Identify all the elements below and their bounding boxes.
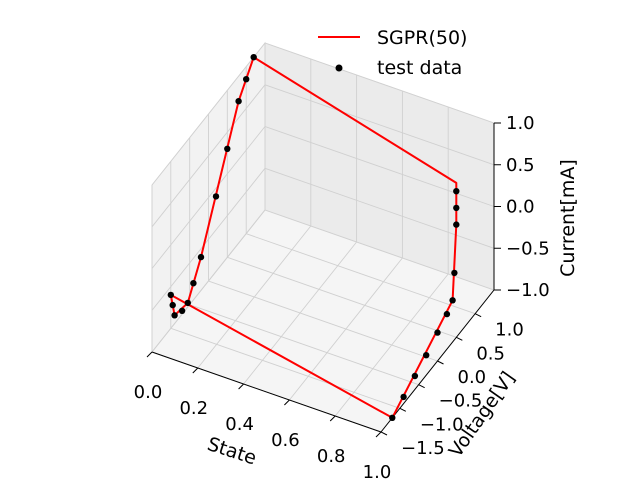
test-data-point bbox=[169, 301, 176, 309]
y-tick-label: −1.5 bbox=[401, 438, 445, 459]
y-tick-label: −0.5 bbox=[439, 391, 483, 412]
data-series bbox=[167, 54, 460, 421]
x-tick bbox=[192, 367, 199, 374]
test-data-point bbox=[434, 329, 441, 336]
test-data-point bbox=[167, 291, 174, 299]
test-data-point bbox=[451, 269, 458, 277]
y-tick bbox=[437, 360, 444, 365]
test-data-point bbox=[443, 310, 451, 318]
test-data-point bbox=[212, 193, 220, 200]
test-data-point bbox=[453, 188, 460, 195]
test-data-point bbox=[184, 299, 191, 307]
test-data-point bbox=[400, 393, 407, 401]
test-data-point bbox=[197, 253, 205, 261]
test-data-point bbox=[190, 280, 197, 287]
y-tick bbox=[380, 431, 388, 436]
y-tick-label: 0.0 bbox=[458, 367, 487, 388]
test-data-point bbox=[171, 312, 178, 319]
y-tick bbox=[418, 384, 425, 389]
grid-line-z bbox=[151, 167, 495, 311]
x-tick-label: 1.0 bbox=[363, 462, 392, 480]
y-tick bbox=[456, 336, 463, 341]
legend-marker-swatch bbox=[335, 64, 343, 72]
test-data-point bbox=[453, 221, 460, 228]
legend: SGPR(50) test data bbox=[318, 27, 467, 79]
z-tick-label: 0.5 bbox=[506, 155, 535, 176]
y-tick bbox=[399, 407, 407, 412]
legend-label-test-data: test data bbox=[377, 57, 462, 79]
x-tick-label: 0.0 bbox=[134, 382, 163, 403]
y-tick-label: 0.5 bbox=[476, 343, 505, 364]
test-data-point bbox=[389, 414, 396, 421]
x-tick bbox=[238, 383, 244, 390]
test-data-point bbox=[423, 352, 430, 359]
test-data-point bbox=[178, 307, 186, 314]
z-tick-label: −1.0 bbox=[506, 280, 550, 301]
y-tick-label: 1.0 bbox=[495, 320, 524, 341]
grid-line-z bbox=[151, 42, 495, 186]
x-axis-line bbox=[151, 351, 382, 433]
x-tick-label: 0.8 bbox=[317, 446, 346, 467]
legend-label-sgpr: SGPR(50) bbox=[377, 27, 467, 49]
tick-labels: 0.00.20.40.60.81.0−1.5−1.0−0.50.00.51.0−… bbox=[134, 113, 550, 480]
z-tick-label: −0.5 bbox=[506, 238, 550, 259]
x-axis-label: State bbox=[205, 433, 260, 469]
z-tick-label: 1.0 bbox=[506, 113, 535, 134]
y-tick bbox=[474, 313, 482, 318]
grid-line-z bbox=[151, 84, 495, 228]
x-tick bbox=[146, 351, 153, 358]
tick-marks bbox=[146, 122, 501, 438]
test-data-point bbox=[250, 54, 257, 61]
test-data-point bbox=[449, 297, 456, 304]
x-tick bbox=[375, 431, 382, 438]
grid-line-z bbox=[151, 125, 495, 269]
test-data-point bbox=[453, 204, 460, 212]
x-tick bbox=[284, 399, 290, 406]
z-tick-label: 0.0 bbox=[506, 197, 535, 218]
x-tick-label: 0.2 bbox=[179, 398, 208, 419]
x-tick-label: 0.4 bbox=[225, 414, 254, 435]
test-data-point bbox=[411, 372, 419, 380]
z-axis-label: Current[mA] bbox=[557, 159, 579, 277]
x-tick bbox=[329, 415, 336, 422]
test-data-point bbox=[224, 145, 231, 152]
test-data-point bbox=[243, 76, 250, 83]
x-tick-label: 0.6 bbox=[271, 430, 300, 451]
test-data-point bbox=[235, 98, 242, 105]
y-tick-label: −1.0 bbox=[420, 414, 464, 435]
